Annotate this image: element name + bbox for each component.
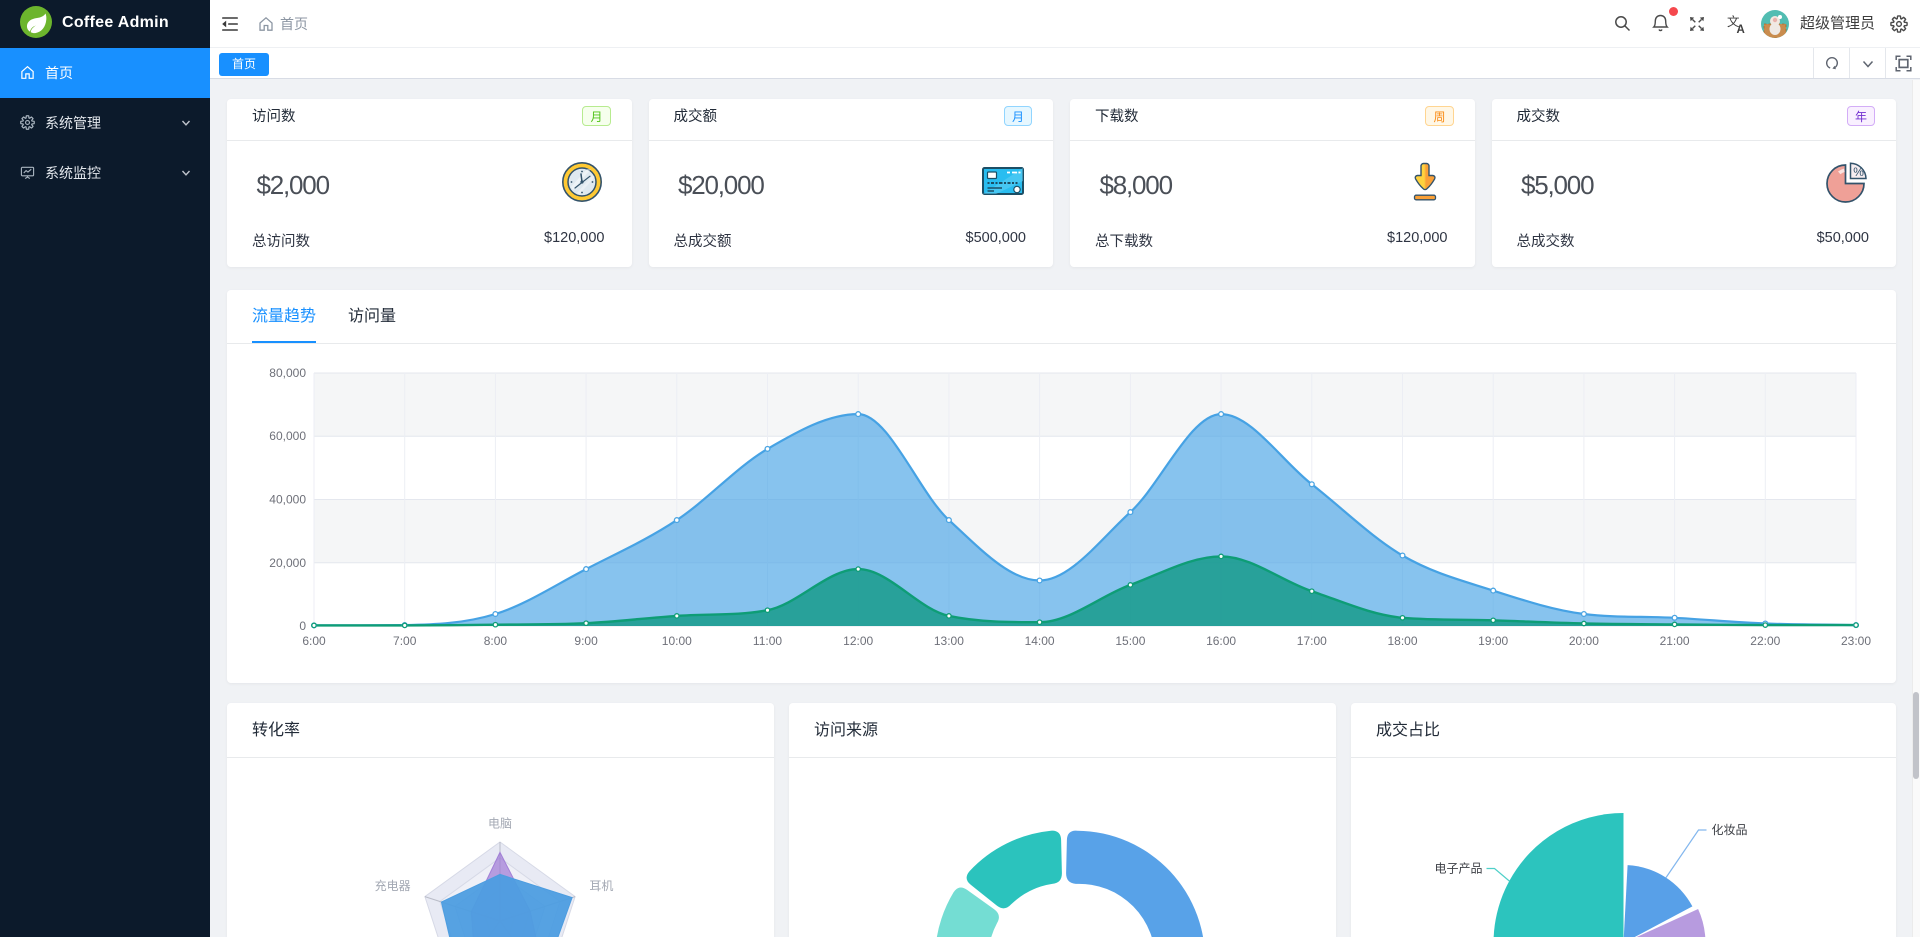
svg-text:23:00: 23:00 (1841, 634, 1871, 648)
svg-text:20:00: 20:00 (1569, 634, 1599, 648)
svg-text:13:00: 13:00 (934, 634, 964, 648)
svg-text:80,000: 80,000 (269, 366, 306, 380)
svg-text:15:00: 15:00 (1115, 634, 1145, 648)
svg-text:40,000: 40,000 (269, 493, 306, 507)
svg-text:8:00: 8:00 (484, 634, 508, 648)
svg-text:文: 文 (1727, 14, 1740, 29)
svg-text:%: % (1853, 165, 1864, 179)
svg-text:耳机: 耳机 (589, 879, 613, 893)
svg-text:16:00: 16:00 (1206, 634, 1236, 648)
svg-text:电子产品: 电子产品 (1434, 862, 1482, 876)
svg-text:A: A (1737, 24, 1745, 34)
svg-text:20,000: 20,000 (269, 556, 306, 570)
svg-text:充电器: 充电器 (375, 878, 411, 893)
svg-text:10:00: 10:00 (662, 634, 692, 648)
svg-text:22:00: 22:00 (1750, 634, 1780, 648)
svg-text:60,000: 60,000 (269, 429, 306, 443)
svg-text:17:00: 17:00 (1297, 634, 1327, 648)
svg-text:18:00: 18:00 (1387, 634, 1417, 648)
svg-text:0: 0 (299, 619, 306, 633)
svg-text:12:00: 12:00 (843, 634, 873, 648)
svg-text:9:00: 9:00 (574, 634, 598, 648)
svg-text:电脑: 电脑 (488, 817, 512, 831)
svg-text:7:00: 7:00 (393, 634, 417, 648)
svg-text:6:00: 6:00 (302, 634, 326, 648)
svg-text:14:00: 14:00 (1025, 634, 1055, 648)
svg-text:21:00: 21:00 (1660, 634, 1690, 648)
svg-text:化妆品: 化妆品 (1712, 823, 1748, 837)
svg-text:19:00: 19:00 (1478, 634, 1508, 648)
svg-text:11:00: 11:00 (753, 634, 782, 648)
